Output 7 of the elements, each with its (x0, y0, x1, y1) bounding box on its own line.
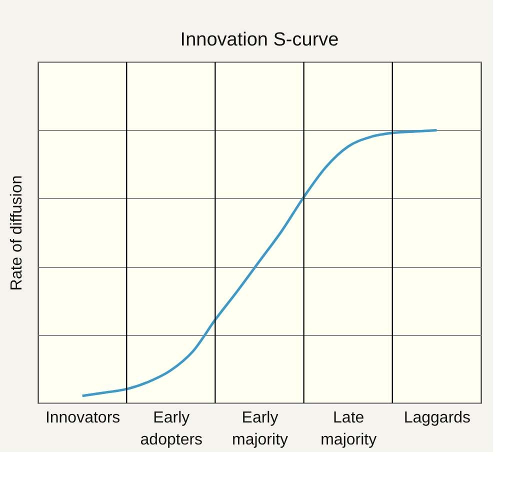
y-axis-title: Rate of diffusion (8, 175, 26, 291)
x-tick-label: Early majority (232, 410, 288, 448)
x-tick-label: Late majority (320, 410, 377, 448)
x-tick-label: Laggards (404, 410, 471, 426)
chart-title: Innovation S-curve (180, 29, 339, 50)
x-tick-label: Early adopters (140, 410, 203, 448)
x-tick-label: Innovators (45, 410, 120, 426)
